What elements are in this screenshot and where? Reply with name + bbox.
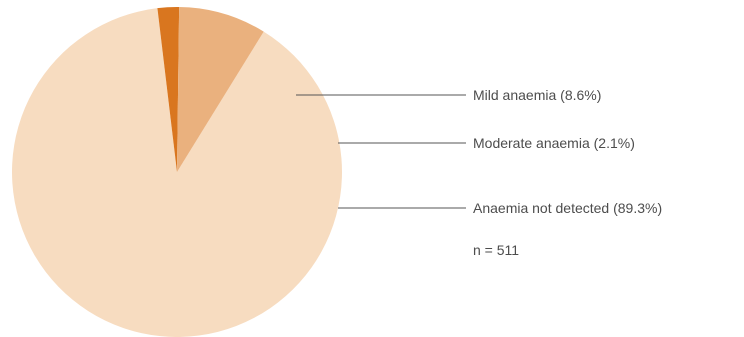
slice-label: Mild anaemia (8.6%) — [473, 87, 601, 103]
leader-lines — [296, 94, 466, 209]
pie-slice — [177, 7, 264, 173]
slice-labels: Anaemia not detected (89.3%) Moderate ana… — [473, 87, 662, 216]
pie-slice — [12, 8, 342, 337]
sample-size-note: n = 511 — [473, 242, 519, 258]
pie-slices — [12, 6, 342, 337]
slice-label: Moderate anaemia (2.1%) — [473, 135, 635, 151]
slice-label: Anaemia not detected (89.3%) — [473, 200, 662, 216]
pie-slice — [157, 6, 180, 173]
